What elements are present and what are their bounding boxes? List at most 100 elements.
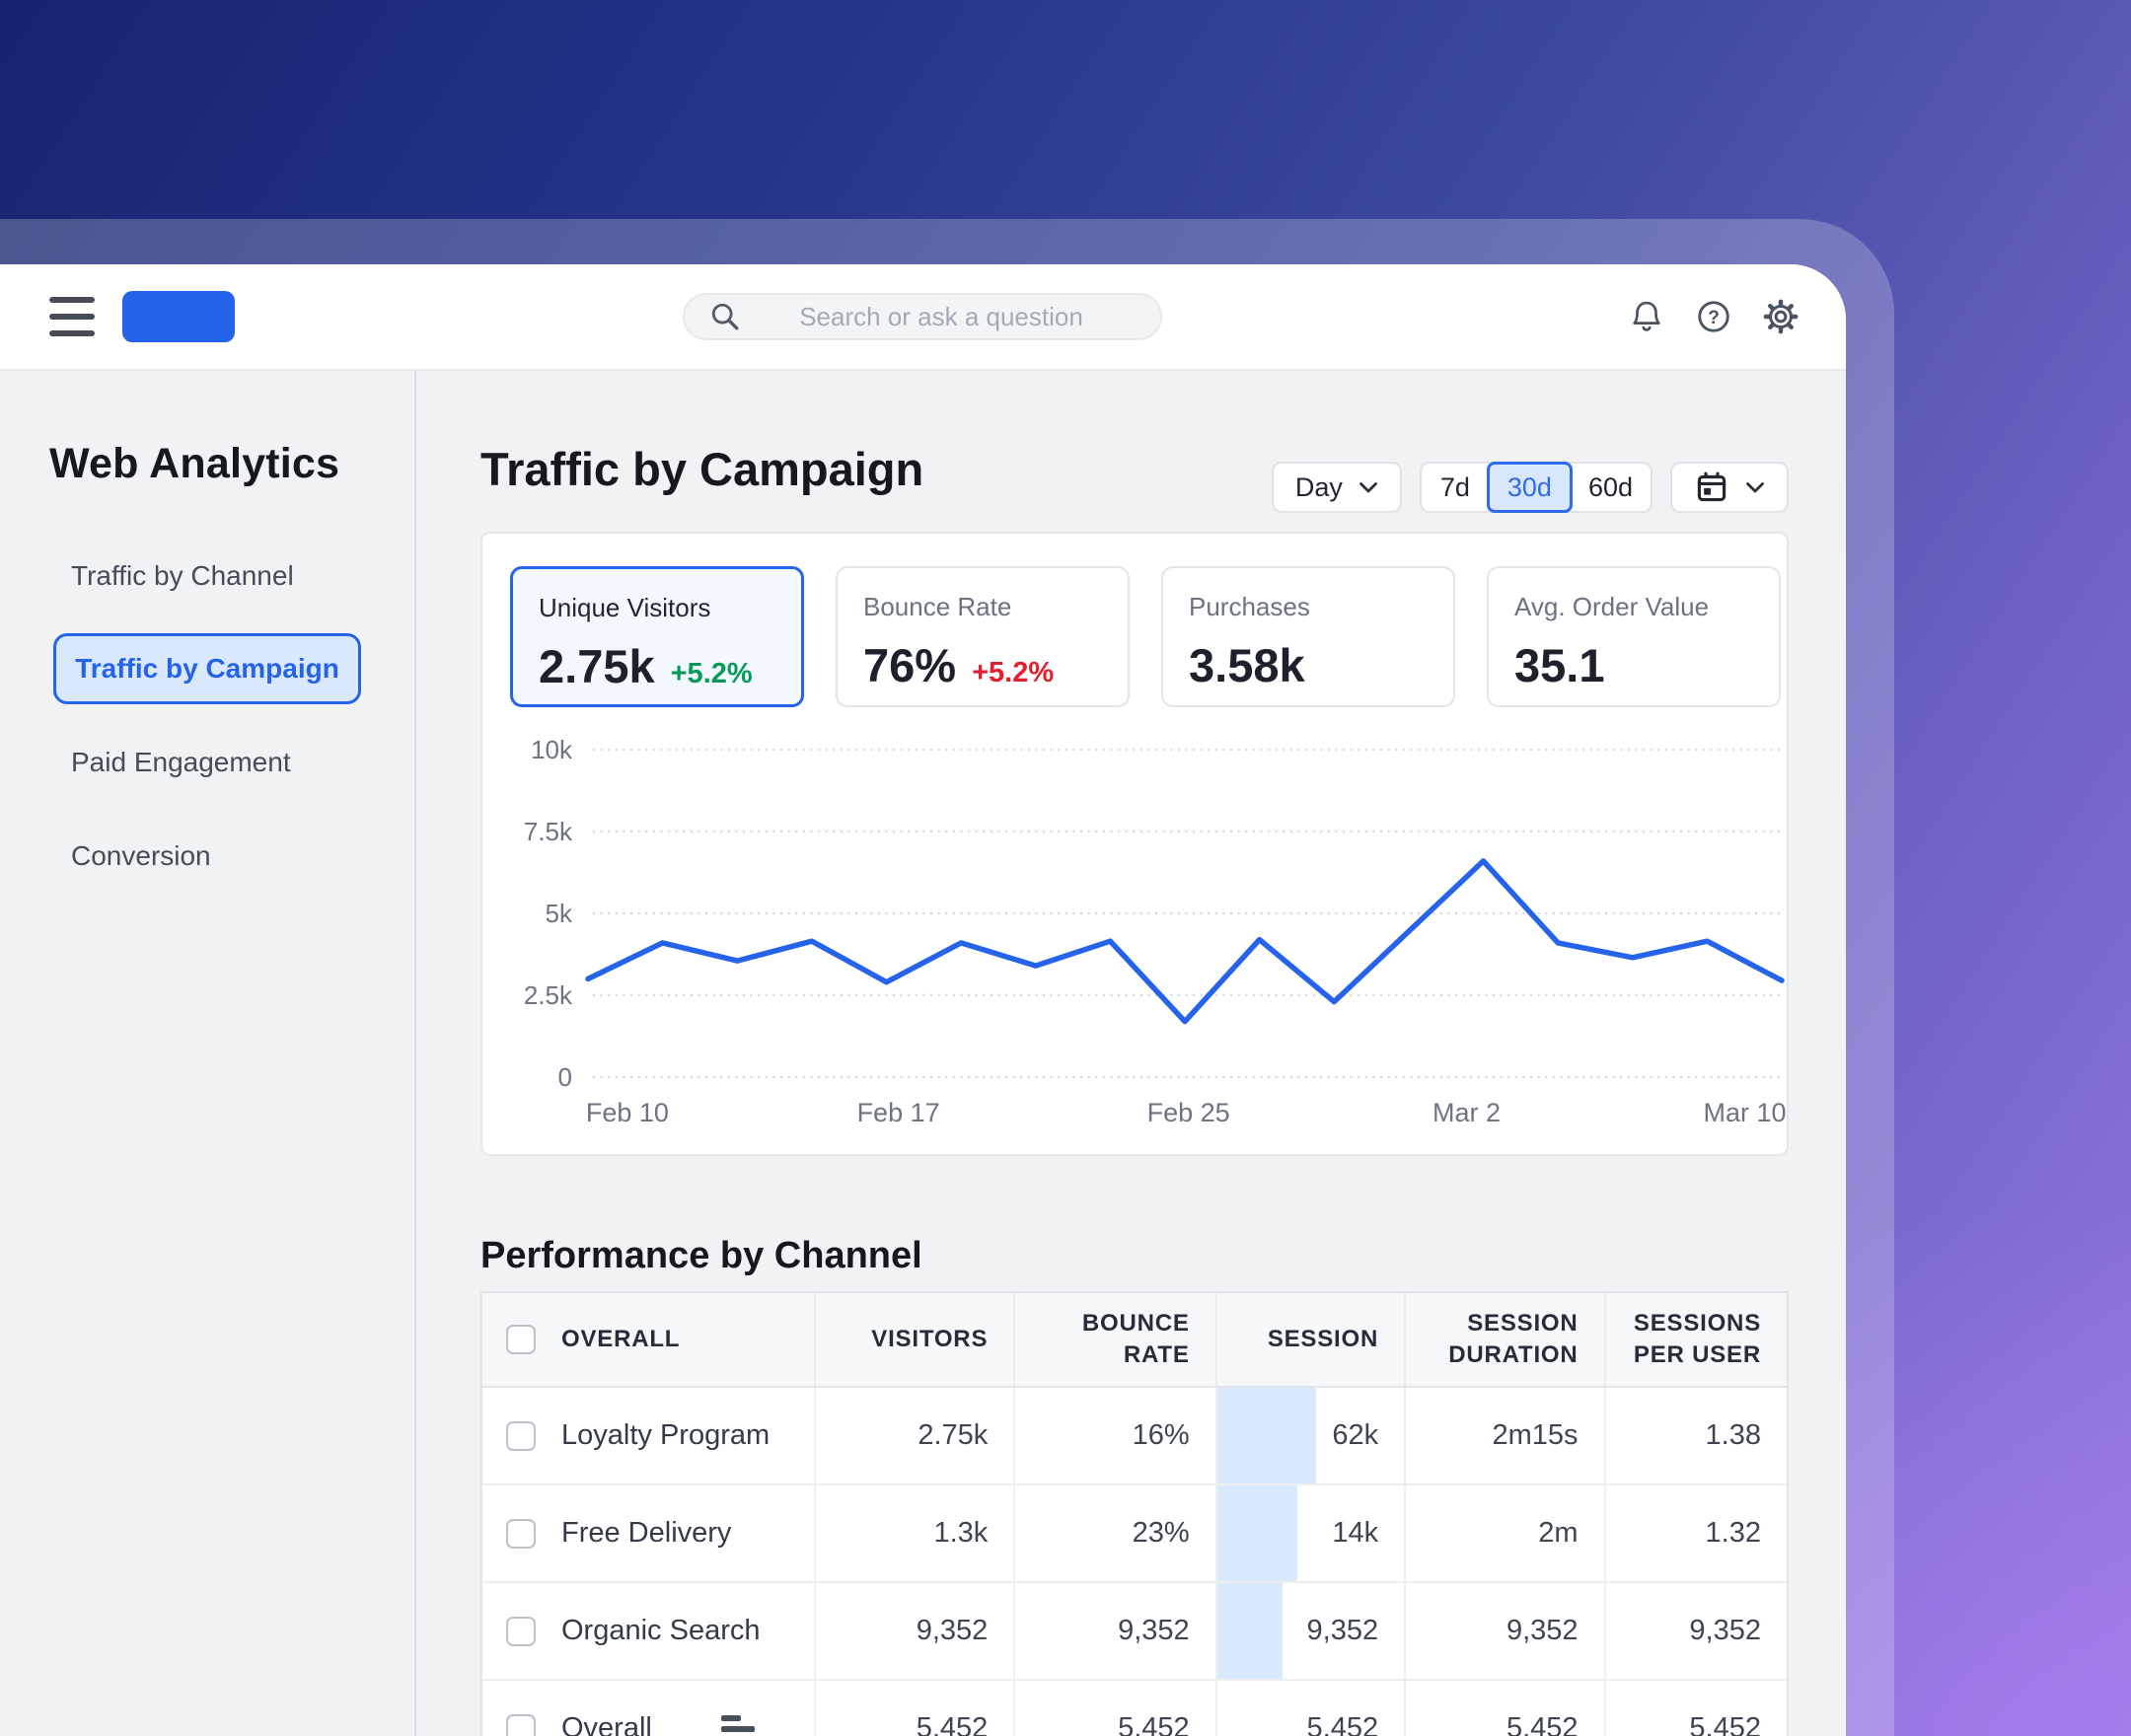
session-cell: 62k: [1216, 1388, 1407, 1483]
svg-text:?: ?: [1708, 308, 1720, 328]
y-tick-label: 5k: [546, 899, 573, 928]
channel-label: Overall: [561, 1712, 652, 1736]
window-body: Web Analytics Traffic by Channel Traffic …: [0, 371, 1846, 1736]
help-icon[interactable]: ?: [1695, 298, 1732, 335]
kpi-value: 35.1: [1514, 639, 1605, 691]
cell-value: 2m: [1538, 1517, 1579, 1549]
sessions-per-user-cell: 5,452: [1606, 1681, 1787, 1736]
sidebar-item-conversion[interactable]: Conversion: [71, 839, 211, 871]
cell-value: 5,452: [1118, 1712, 1190, 1736]
range-button-30d[interactable]: 30d: [1486, 462, 1573, 513]
kpi-card-unique-visitors[interactable]: Unique Visitors 2.75k +5.2%: [510, 566, 804, 707]
sessions-per-user-cell: 1.32: [1606, 1485, 1787, 1581]
channel-cell: Loyalty Program: [482, 1388, 816, 1483]
channel-label: Loyalty Program: [561, 1419, 771, 1451]
kpi-value: 2.75k: [539, 640, 655, 692]
channel-cell: Overall: [482, 1681, 816, 1736]
visitors-cell: 9,352: [816, 1583, 1016, 1679]
date-picker-button[interactable]: [1670, 462, 1789, 513]
session-duration-cell: 5,452: [1406, 1681, 1606, 1736]
chart-line: [585, 858, 1785, 1025]
cell-value: 5,452: [1306, 1712, 1379, 1736]
range-button-7d[interactable]: 7d: [1439, 471, 1470, 502]
cell-value: 9,352: [1306, 1615, 1379, 1646]
search-bar[interactable]: [683, 293, 1162, 340]
cell-value: 5,452: [1506, 1712, 1579, 1736]
column-header-session[interactable]: SESSION: [1217, 1293, 1407, 1386]
sidebar-nav: Traffic by Channel Traffic by Campaign Pai…: [0, 529, 414, 903]
cell-value: 1.32: [1705, 1517, 1761, 1549]
table-row[interactable]: Organic Search 9,352 9,352 9,352 9,352 9,352: [482, 1583, 1787, 1681]
cell-value: 14k: [1332, 1517, 1379, 1549]
row-checkbox[interactable]: [506, 1713, 536, 1736]
session-cell: 5,452: [1217, 1681, 1407, 1736]
kpi-label: Bounce Rate: [863, 592, 1012, 621]
sidebar-item-traffic-by-campaign[interactable]: Traffic by Campaign: [53, 633, 361, 704]
search-input[interactable]: [742, 300, 1140, 333]
topbar-icons: ?: [1628, 298, 1800, 335]
visitors-cell: 1.3k: [816, 1485, 1016, 1581]
table-row[interactable]: Free Delivery 1.3k 23% 14k 2m 1.32: [482, 1485, 1787, 1583]
select-all-checkbox[interactable]: [506, 1325, 536, 1354]
column-header-bounce-rate[interactable]: BOUNCE RATE: [1015, 1293, 1217, 1386]
kpi-label: Avg. Order Value: [1514, 592, 1710, 621]
page-title: Traffic by Campaign: [480, 443, 924, 495]
main-content: Traffic by Campaign Day 7d 30d 60d: [480, 371, 1789, 1736]
hamburger-menu-button[interactable]: [49, 297, 95, 336]
notifications-bell-icon[interactable]: [1628, 298, 1665, 335]
cell-value: 23%: [1132, 1517, 1190, 1549]
column-header-label: SESSION: [1267, 1325, 1379, 1352]
visitors-cell: 5,452: [816, 1681, 1016, 1736]
column-header-label: SESSIONS PER USER: [1633, 1309, 1761, 1368]
kpi-card-bounce-rate[interactable]: Bounce Rate 76% +5.2%: [836, 566, 1130, 707]
kpi-card-purchases[interactable]: Purchases 3.58k: [1161, 566, 1455, 707]
channel-cell: Free Delivery: [482, 1485, 816, 1581]
column-header-label: VISITORS: [871, 1325, 989, 1352]
kpi-value-line: 35.1: [1514, 638, 1753, 692]
range-button-60d[interactable]: 60d: [1587, 471, 1633, 502]
x-tick-label: Feb 17: [857, 1098, 940, 1127]
mini-bar-chart-icon[interactable]: [720, 1714, 755, 1736]
channel-label: Free Delivery: [561, 1517, 732, 1549]
table-title: Performance by Channel: [480, 1235, 922, 1276]
settings-gear-icon[interactable]: [1762, 298, 1800, 335]
row-checkbox[interactable]: [506, 1616, 536, 1646]
sidebar-item-paid-engagement[interactable]: Paid Engagement: [71, 746, 291, 777]
session-duration-cell: 9,352: [1406, 1583, 1606, 1679]
channel-cell: Organic Search: [482, 1583, 816, 1679]
row-checkbox[interactable]: [506, 1518, 536, 1549]
sessions-per-user-cell: 9,352: [1606, 1583, 1787, 1679]
table-row[interactable]: Loyalty Program 2.75k 16% 62k 2m15s 1.38: [482, 1388, 1787, 1485]
cell-value: 9,352: [1506, 1615, 1579, 1646]
x-tick-label: Feb 25: [1147, 1098, 1230, 1127]
visitors-cell: 2.75k: [816, 1388, 1016, 1483]
kpi-value: 76%: [863, 639, 957, 691]
kpi-label: Unique Visitors: [539, 593, 711, 622]
x-tick-label: Mar 10: [1703, 1098, 1786, 1127]
column-header-session-duration[interactable]: SESSION DURATION: [1406, 1293, 1606, 1386]
top-bar: ?: [0, 264, 1846, 371]
cell-value: 62k: [1332, 1419, 1379, 1451]
column-header-label: SESSION DURATION: [1448, 1309, 1579, 1368]
table-row[interactable]: Overall 5,452 5,452 5,452 5,452 5,452: [482, 1681, 1787, 1736]
y-tick-label: 7.5k: [524, 817, 573, 846]
sessions-per-user-cell: 1.38: [1606, 1388, 1787, 1483]
column-header-sessions-per-user[interactable]: SESSIONS PER USER: [1606, 1293, 1787, 1386]
kpi-value-line: 2.75k +5.2%: [539, 639, 775, 693]
chevron-down-icon: [1746, 481, 1764, 492]
sidebar-item-traffic-by-channel[interactable]: Traffic by Channel: [71, 559, 294, 591]
table-header-row: OVERALL VISITORS BOUNCE RATE SESSION SESSION…: [482, 1293, 1787, 1388]
granularity-dropdown[interactable]: Day: [1271, 462, 1402, 513]
row-checkbox[interactable]: [506, 1420, 536, 1451]
cell-value: 2m15s: [1492, 1419, 1579, 1451]
column-header-overall[interactable]: OVERALL: [482, 1293, 816, 1386]
column-header-visitors[interactable]: VISITORS: [816, 1293, 1016, 1386]
calendar-icon: [1697, 471, 1727, 502]
kpi-card-avg-order-value[interactable]: Avg. Order Value 35.1: [1487, 566, 1781, 707]
bounce-rate-cell: 23%: [1015, 1485, 1217, 1581]
kpi-delta: +5.2%: [670, 658, 753, 689]
session-cell: 9,352: [1216, 1583, 1407, 1679]
app-logo: [122, 291, 235, 342]
column-header-label: OVERALL: [561, 1325, 681, 1352]
